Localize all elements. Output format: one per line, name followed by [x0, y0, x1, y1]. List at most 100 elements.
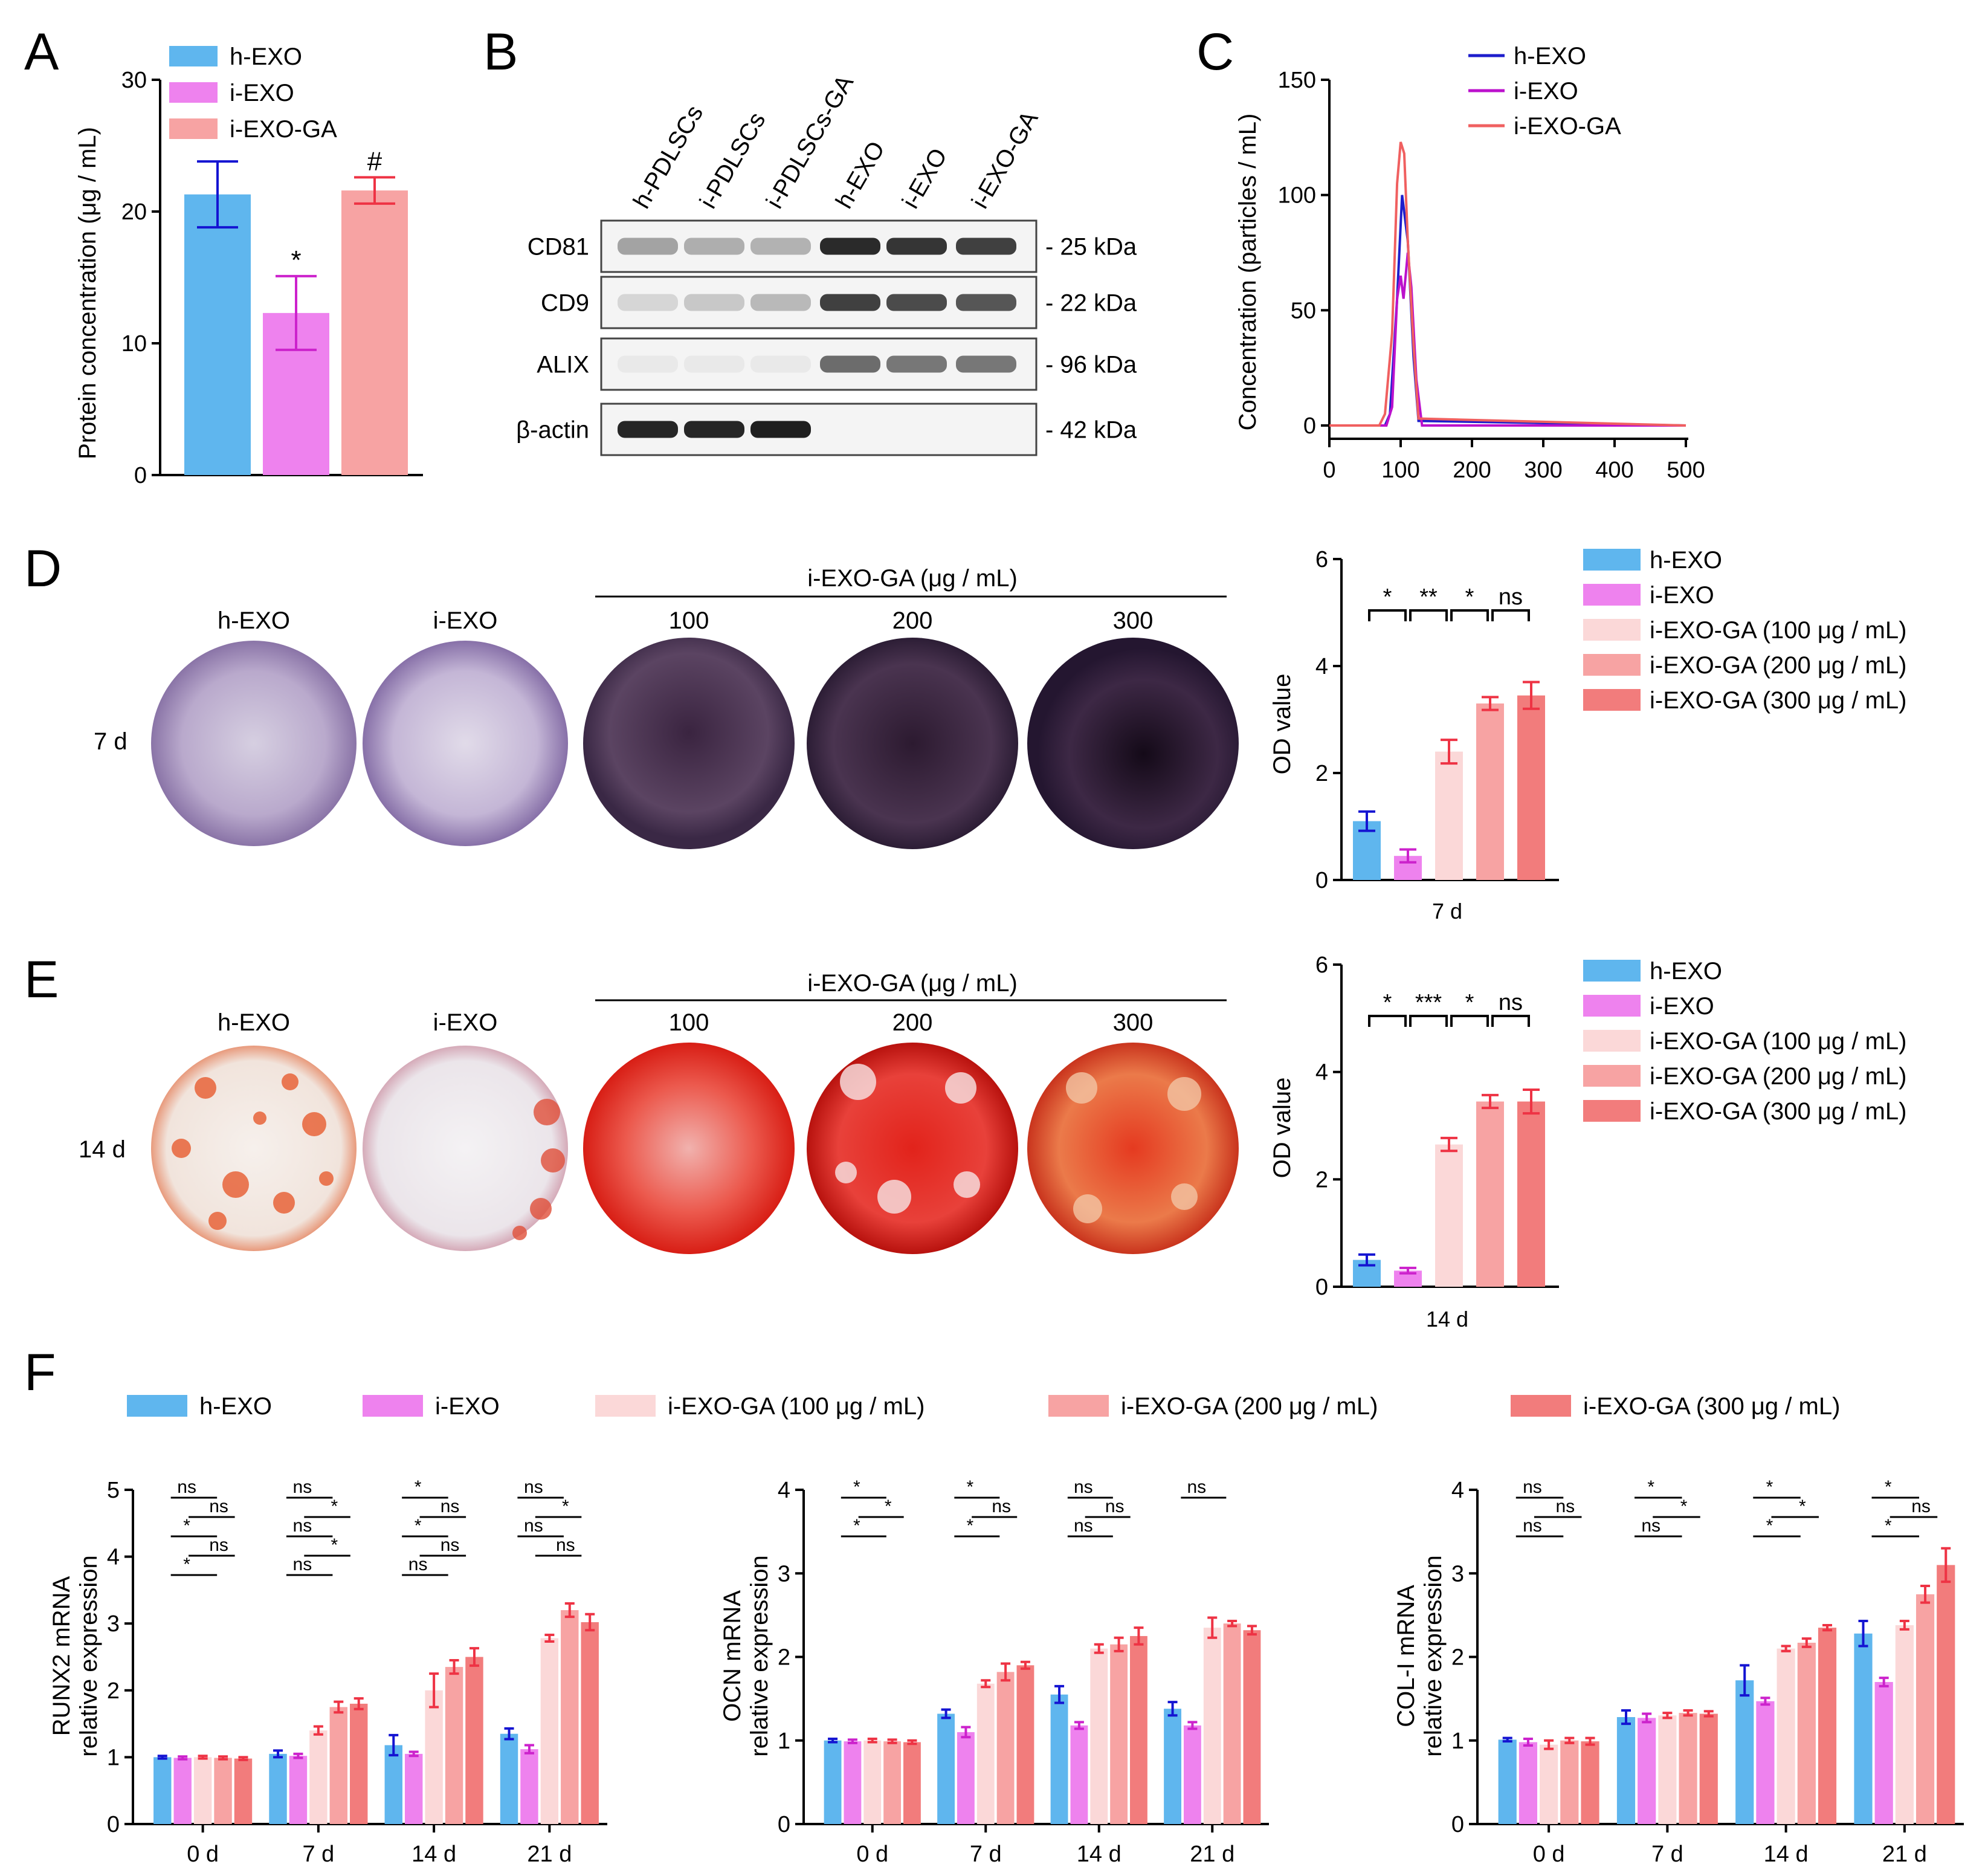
legend-label-i-exo-ga: i-EXO-GA: [230, 116, 337, 143]
blot-band: [750, 421, 811, 438]
blot-band: [750, 294, 811, 311]
significance-label: ns: [293, 1516, 312, 1536]
bar-i-EXO-GA (200 μg / mL)-14 d: [1797, 1642, 1816, 1824]
y-tick-label: 30: [121, 68, 147, 93]
panel-f-runx2-chart: 0 1 2 3 4 5 RUNX2 mRNA relative expression 0 d 7 …: [48, 1477, 607, 1867]
legend-swatch-i-exo-ga: [169, 118, 218, 139]
series-lines: [1329, 141, 1686, 427]
well-100-7d: [583, 638, 795, 849]
y-tick-label: 20: [121, 199, 147, 225]
significance-label: *: [853, 1477, 860, 1497]
blot-band: [956, 294, 1016, 311]
bar-i-EXO-14 d: [404, 1753, 423, 1824]
bar-i-EXO-GA (100 μg / mL)-14 d: [425, 1690, 443, 1824]
y-tick-label: 150: [1278, 68, 1316, 93]
significance-label: ns: [1187, 1477, 1206, 1497]
bar-i-EXO-GA: [341, 190, 408, 475]
blot-rows: CD81 - 25 kDa CD9 - 22 kDa ALIX - 96 kDa β-act…: [516, 219, 1137, 456]
bar-i-EXO-GA (200 μg / mL)-21 d: [561, 1610, 579, 1824]
bar-i-EXO-GA (300 μg / mL)-7 d: [1016, 1665, 1034, 1824]
y-ticks: 0 2 4 6: [1315, 953, 1341, 1300]
y-tick-label: 0: [1451, 1812, 1464, 1837]
legend-swatch: [1048, 1395, 1109, 1417]
significance-bracket: [1491, 1015, 1530, 1027]
row-label-7d: 7 d: [94, 728, 127, 755]
legend-label: h-EXO: [199, 1393, 272, 1420]
bar-i-EXO-7 d: [289, 1756, 308, 1824]
x-tick-label: 100: [1381, 458, 1419, 483]
row-label-14d: 14 d: [79, 1136, 126, 1163]
significance-bracket: [1450, 609, 1489, 621]
legend-swatch: [1583, 584, 1641, 606]
series-line-i-EXO-GA: [1329, 141, 1686, 427]
bar-h-EXO: [184, 194, 251, 475]
significance-label: *: [183, 1516, 190, 1536]
y-tick-label: 0: [1315, 1275, 1328, 1300]
significance-label: *: [966, 1516, 973, 1536]
blot-band: [618, 238, 678, 255]
bar-i-EXO-GA (100 μg / mL)-14 d: [1090, 1648, 1108, 1824]
bar-i-EXO-21 d: [520, 1749, 538, 1824]
bar-i-EXO-GA (200 μg / mL)-21 d: [1223, 1623, 1241, 1824]
significance-label: *: [1766, 1477, 1773, 1497]
significance-label: **: [1419, 584, 1438, 610]
panel-letter-d: D: [24, 540, 62, 598]
legend-swatch: [1583, 549, 1641, 571]
significance-bracket: [1409, 1015, 1448, 1027]
y-tick-label: 4: [1315, 654, 1328, 679]
bar-i-EXO-14 d: [1756, 1701, 1775, 1824]
panel-c-legend: h-EXO i-EXO i-EXO-GA: [1468, 43, 1621, 140]
y-tick-label: 2: [107, 1678, 120, 1704]
bars: [1353, 681, 1545, 880]
bars: *#: [184, 146, 408, 475]
significance-label: ns: [177, 1477, 196, 1497]
bar-i-EXO-GA (100 μg / mL): [1435, 1144, 1463, 1287]
bar-h-EXO-7 d: [937, 1713, 955, 1824]
panel-d-alp-stain-images: i-EXO-GA (μg / mL) h-EXO i-EXO 100 200 3…: [94, 565, 1239, 849]
y-tick-label: 1: [107, 1745, 120, 1770]
y-axis-label: Protein concentration (μg / mL): [74, 127, 101, 459]
stain-spots-h-exo: [172, 1073, 334, 1230]
bar-i-EXO-GA (100 μg / mL): [1435, 751, 1463, 880]
bar-i-EXO-GA (300 μg / mL)-21 d: [1937, 1565, 1955, 1824]
bar-i-EXO-GA (100 μg / mL)-0 d: [193, 1757, 212, 1824]
significance-label: *: [331, 1496, 338, 1516]
bar-i-EXO-GA (300 μg / mL)-14 d: [1818, 1628, 1837, 1824]
legend-label: h-EXO: [1650, 958, 1722, 985]
bar-i-EXO-GA (200 μg / mL)-0 d: [883, 1741, 902, 1824]
y-tick-label: 6: [1315, 547, 1328, 572]
significance-label: ns: [1074, 1516, 1093, 1536]
bars: [1353, 1088, 1545, 1287]
blot-band: [684, 294, 744, 311]
significance-label: *: [885, 1496, 892, 1516]
bar-i-EXO-GA (100 μg / mL)-7 d: [309, 1730, 328, 1824]
x-tick-label: 200: [1453, 458, 1491, 483]
bar-i-EXO-14 d: [1070, 1725, 1088, 1824]
significance-label: ns: [293, 1554, 312, 1574]
bar-i-EXO-GA (100 μg / mL)-14 d: [1777, 1648, 1795, 1824]
significance-label: ns: [1074, 1477, 1093, 1497]
significance-label: *: [1465, 584, 1474, 610]
molecular-weight-label: - 25 kDa: [1045, 234, 1137, 260]
legend-label: h-EXO: [1650, 547, 1722, 574]
bar-h-EXO-7 d: [269, 1753, 287, 1824]
x-tick-label: 0 d: [1533, 1842, 1565, 1867]
panel-e-legend: h-EXO i-EXO i-EXO-GA (100 μg / mL) i-EXO-GA…: [1583, 958, 1906, 1125]
significance-label: ns: [441, 1496, 460, 1516]
significance-label: *: [183, 1554, 190, 1574]
bar-h-EXO-21 d: [1164, 1709, 1181, 1824]
bar-i-EXO-GA (200 μg / mL)-7 d: [1679, 1713, 1697, 1824]
x-tick-label: 7 d: [302, 1842, 334, 1867]
legend-label: i-EXO-GA (300 μg / mL): [1650, 687, 1906, 714]
significance-brackets: * ** * ns: [1368, 584, 1530, 621]
bar-i-EXO-GA (100 μg / mL)-0 d: [863, 1740, 882, 1824]
y-axis-label-2: relative expression: [76, 1555, 102, 1757]
y-tick-label: 4: [1451, 1478, 1464, 1503]
significance-label: *: [1383, 990, 1392, 1015]
blot-band: [820, 355, 880, 373]
y-tick-label: 1: [778, 1729, 790, 1754]
molecular-weight-label: - 42 kDa: [1045, 417, 1137, 444]
